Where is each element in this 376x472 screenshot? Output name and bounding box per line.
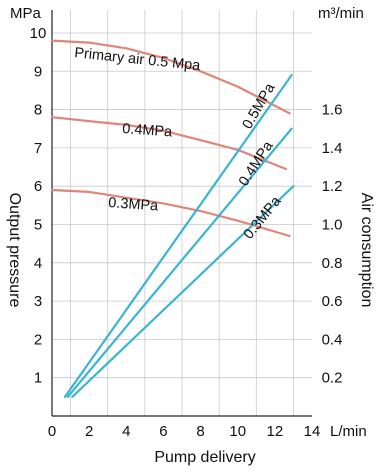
output-pressure-curve <box>50 39 291 115</box>
x-unit-label: L/min <box>330 423 367 440</box>
right-unit-label: m³/min <box>318 5 364 22</box>
grid <box>52 10 312 416</box>
plot-frame <box>51 10 312 417</box>
series-lines <box>50 39 295 398</box>
left-tick-label: 3 <box>34 293 42 310</box>
x-axis-title: Pump delivery <box>154 449 255 466</box>
right-tick-label: 1.6 <box>322 102 343 119</box>
x-tick-label: 2 <box>85 423 93 440</box>
right-tick-label: 0.4 <box>322 331 343 348</box>
left-unit-label: MPa <box>10 5 42 22</box>
left-tick-label: 2 <box>34 331 42 348</box>
left-tick-label: 6 <box>34 178 42 195</box>
x-tick-label: 12 <box>267 423 284 440</box>
left-tick-label: 9 <box>34 63 42 80</box>
right-tick-label: 1.0 <box>322 216 343 233</box>
left-tick-label: 5 <box>34 216 42 233</box>
left-tick-label: 10 <box>30 25 47 42</box>
left-axis-title: Output pressure <box>6 193 23 308</box>
right-axis-title: Air consumption <box>358 193 375 308</box>
x-tick-label: 4 <box>122 423 130 440</box>
x-tick-label: 6 <box>159 423 167 440</box>
left-tick-label: 7 <box>34 140 42 157</box>
curve-label-primary-05: Primary air 0.5 Mpa <box>74 45 202 74</box>
left-tick-label: 8 <box>34 102 42 119</box>
tick-labels: 0 2 4 6 8 10 12 14123456789100.20.40.60.81.01.2… <box>30 25 343 440</box>
right-tick-label: 0.2 <box>322 370 343 387</box>
air-consumption-line <box>66 127 293 398</box>
left-tick-label: 1 <box>34 370 42 387</box>
x-tick-label: 0 <box>48 423 56 440</box>
air-consumption-line <box>63 74 293 398</box>
right-tick-label: 1.4 <box>322 140 343 157</box>
output-pressure-curve <box>50 188 291 238</box>
right-tick-label: 1.2 <box>322 178 343 195</box>
x-tick-label: 8 <box>196 423 204 440</box>
x-tick-label: 10 <box>229 423 246 440</box>
right-tick-label: 0.8 <box>322 255 343 272</box>
air-consumption-line <box>71 185 295 398</box>
right-tick-label: 0.6 <box>322 293 343 310</box>
curve-label-air-03: 0.3MPa <box>241 193 285 243</box>
curve-label-pressure-04: 0.4MPa <box>122 121 174 141</box>
left-tick-label: 4 <box>34 255 42 272</box>
curve-label-pressure-03: 0.3MPa <box>108 195 160 215</box>
x-tick-label: 14 <box>304 423 321 440</box>
